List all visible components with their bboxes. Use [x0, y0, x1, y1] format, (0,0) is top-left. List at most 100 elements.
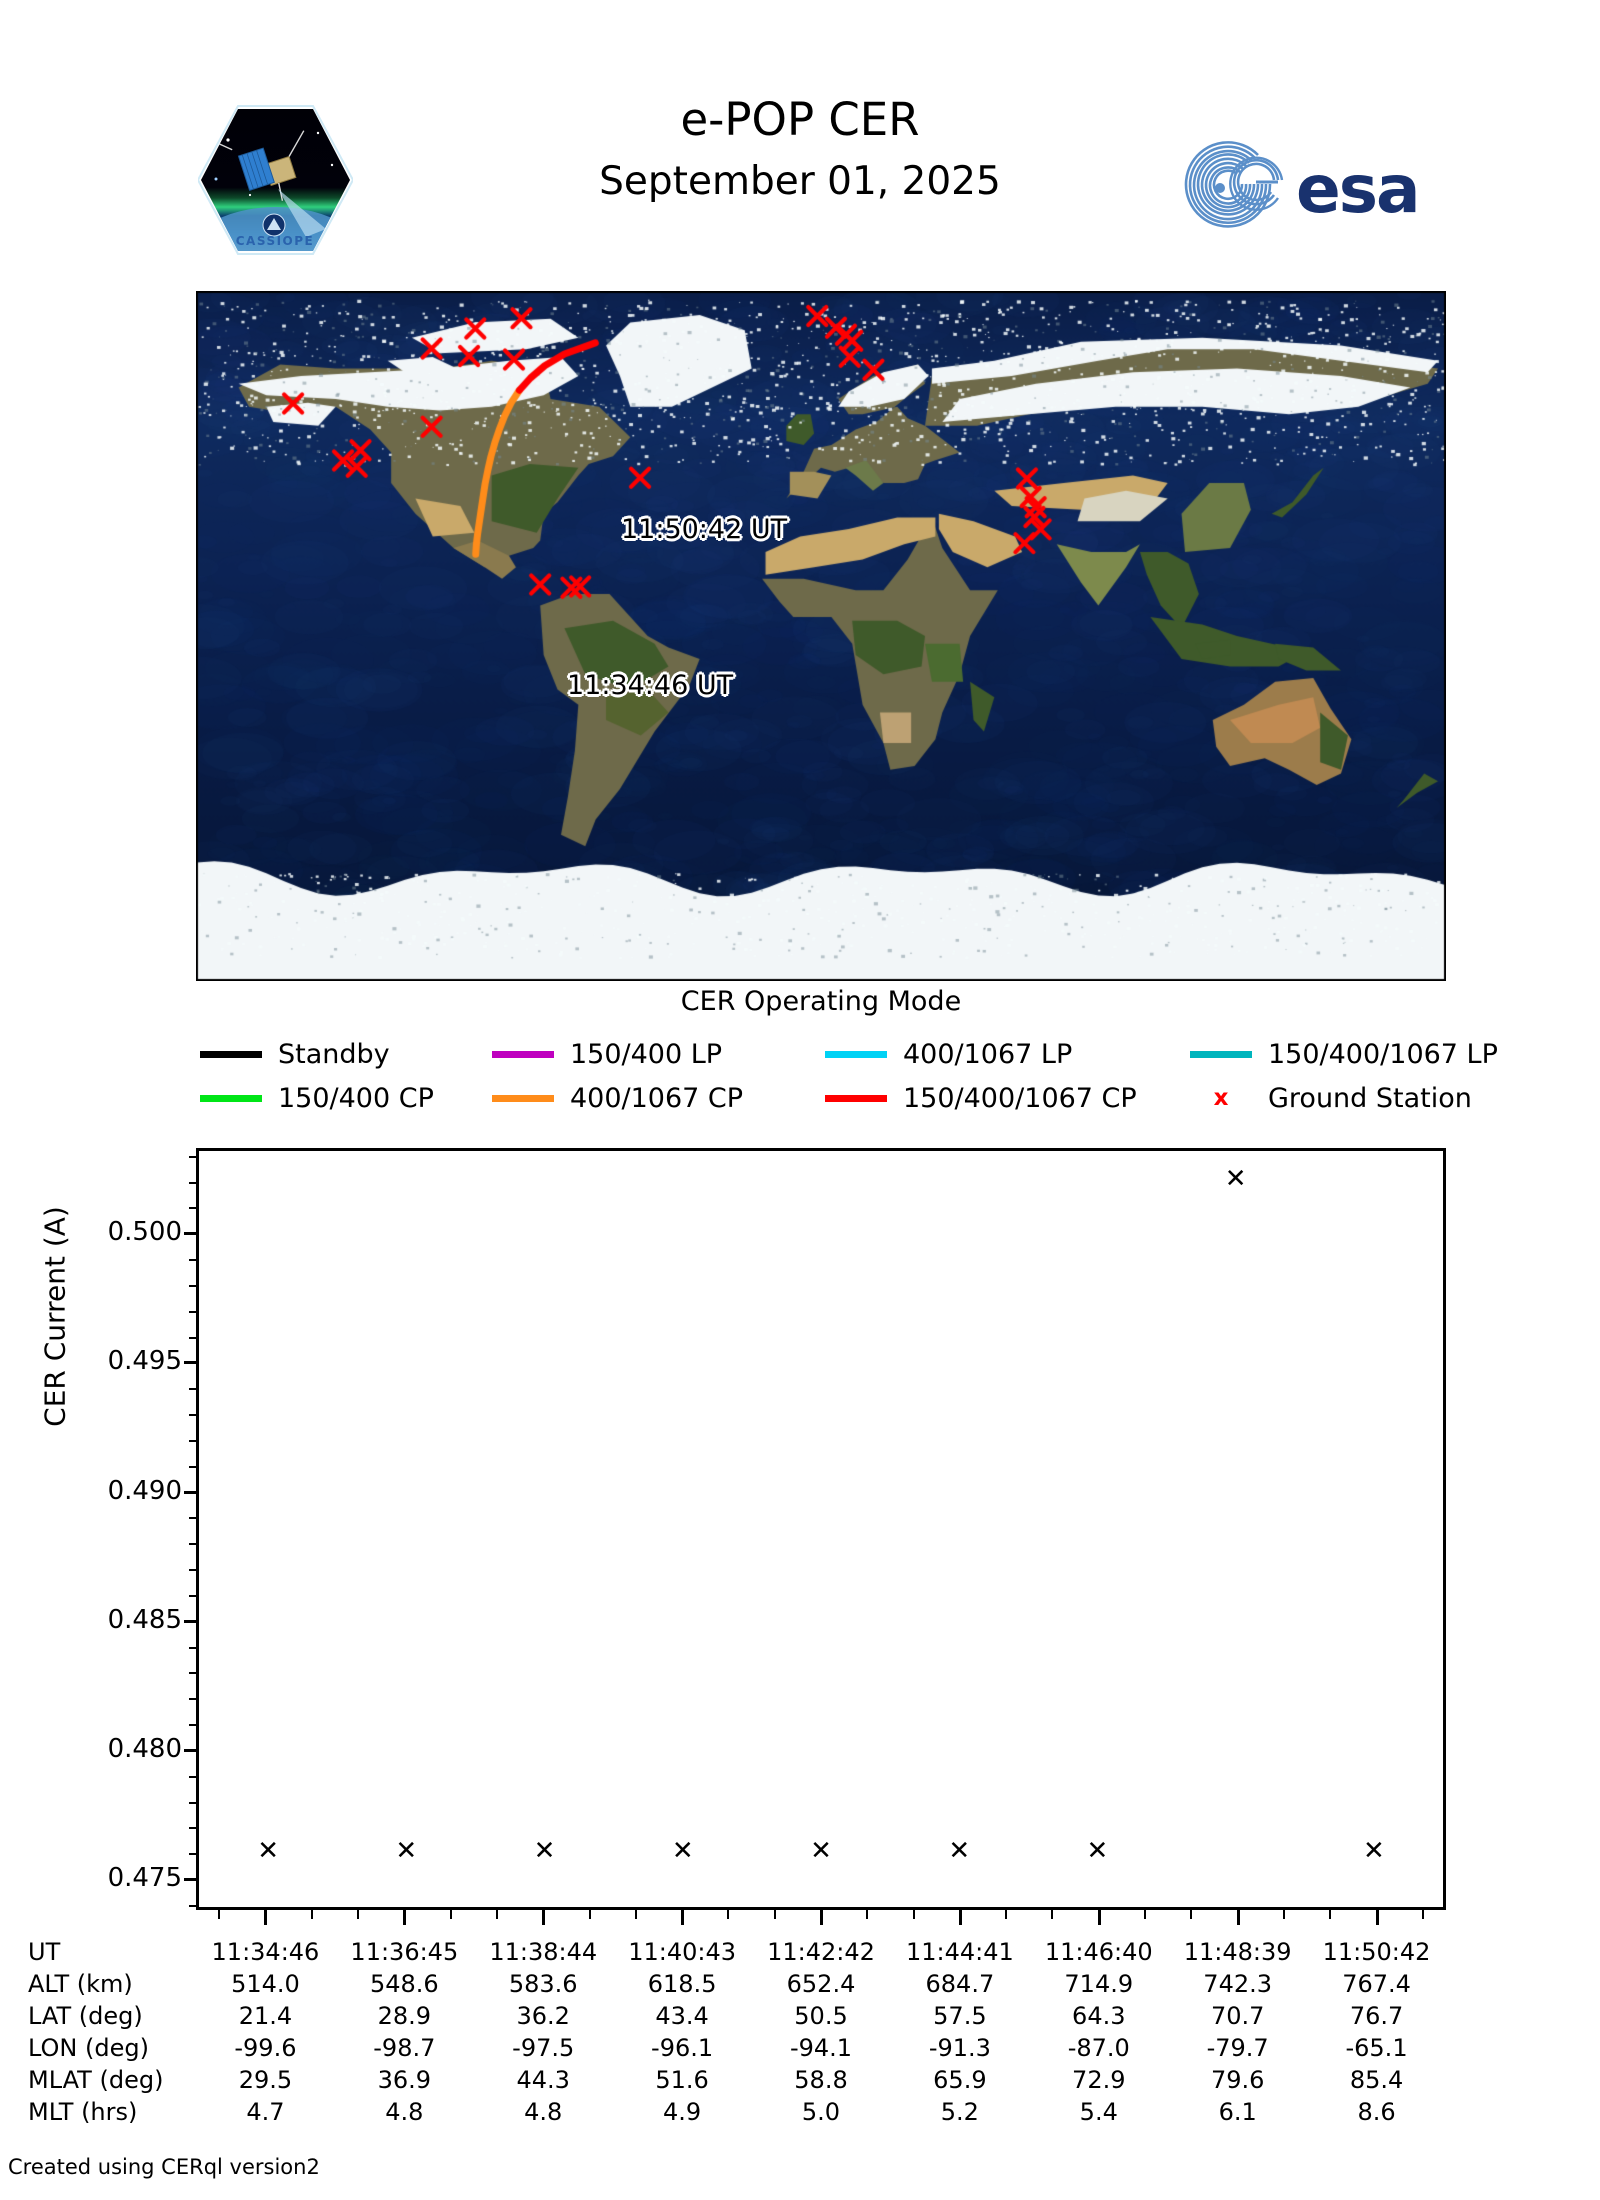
legend-item-400-1067-cp[interactable]: 400/1067 CP: [492, 1076, 743, 1120]
y-axis-minor-tick: [189, 1827, 197, 1829]
table-cell: 43.4: [602, 2002, 762, 2030]
ground-track-map[interactable]: 11:34:46 UT 11:50:42 UT: [196, 291, 1446, 981]
x-axis-tick: [403, 1910, 406, 1925]
y-axis-tick: [184, 1749, 197, 1752]
table-cell: 5.4: [1019, 2098, 1179, 2126]
world-map-canvas: [197, 292, 1445, 980]
table-row-label: UT: [28, 1938, 60, 1966]
table-row-label: MLT (hrs): [28, 2098, 137, 2126]
svg-text:esa: esa: [1296, 151, 1419, 228]
x-axis-minor-tick: [1005, 1910, 1007, 1919]
x-axis-minor-tick: [866, 1910, 868, 1919]
legend-color-swatch: [825, 1095, 887, 1102]
x-axis-minor-tick: [1190, 1910, 1192, 1919]
table-cell: 5.0: [741, 2098, 901, 2126]
table-cell: -97.5: [463, 2034, 623, 2062]
operating-mode-legend: Standby 150/400 LP 400/1067 LP 150/400/1067…: [200, 1032, 1450, 1128]
legend-item-150-400-1067-lp[interactable]: 150/400/1067 LP: [1190, 1032, 1498, 1076]
legend-item-ground-station[interactable]: x Ground Station: [1190, 1076, 1472, 1120]
table-cell: -98.7: [324, 2034, 484, 2062]
x-axis-tick: [542, 1910, 545, 1925]
y-axis-tick-label: 0.480: [42, 1734, 182, 1764]
table-cell: -87.0: [1019, 2034, 1179, 2062]
data-point-marker: ✕: [255, 1838, 281, 1864]
table-cell: 5.2: [880, 2098, 1040, 2126]
legend-item-150-400-cp[interactable]: 150/400 CP: [200, 1076, 434, 1120]
legend-row: Standby 150/400 LP 400/1067 LP 150/400/1067…: [200, 1032, 1450, 1076]
legend-item-150-400-1067-cp[interactable]: 150/400/1067 CP: [825, 1076, 1137, 1120]
table-cell: 28.9: [324, 2002, 484, 2030]
page-header: CASSIOPE e-POP CER September 01, 2025: [0, 0, 1600, 275]
svg-text:CASSIOPE: CASSIOPE: [236, 234, 315, 248]
table-row: MLAT (deg) 29.5 36.9 44.3 51.6 58.8 65.9 72.9 79…: [0, 2066, 1600, 2098]
table-cell: 70.7: [1158, 2002, 1318, 2030]
y-axis-tick-label: 0.485: [42, 1605, 182, 1635]
y-axis-tick: [184, 1232, 197, 1235]
y-axis-minor-tick: [189, 1259, 197, 1261]
table-cell: 618.5: [602, 1970, 762, 1998]
table-cell: 44.3: [463, 2066, 623, 2094]
y-axis-minor-tick: [189, 1414, 197, 1416]
esa-agency-logo: esa: [1178, 134, 1468, 234]
cer-current-plot[interactable]: ✕ ✕ ✕ ✕ ✕ ✕ ✕ ✕ ✕: [196, 1148, 1446, 1910]
legend-color-swatch: [200, 1095, 262, 1102]
footer-note: Created using CERql version2: [8, 2155, 320, 2179]
legend-color-swatch: [825, 1051, 887, 1058]
x-axis-minor-tick: [1051, 1910, 1053, 1919]
table-cell: 583.6: [463, 1970, 623, 1998]
y-axis-minor-tick: [189, 1311, 197, 1313]
table-row: LON (deg) -99.6 -98.7 -97.5 -96.1 -94.1 -91.3 -…: [0, 2034, 1600, 2066]
x-axis-minor-tick: [496, 1910, 498, 1919]
table-cell: 742.3: [1158, 1970, 1318, 1998]
x-axis-minor-tick: [635, 1910, 637, 1919]
table-cell: 50.5: [741, 2002, 901, 2030]
y-axis-minor-tick: [189, 1905, 197, 1907]
table-cell: 64.3: [1019, 2002, 1179, 2030]
table-cell: 714.9: [1019, 1970, 1179, 1998]
table-cell: -91.3: [880, 2034, 1040, 2062]
x-axis-minor-tick: [774, 1910, 776, 1919]
x-axis-minor-tick: [1144, 1910, 1146, 1919]
table-cell: 514.0: [185, 1970, 345, 1998]
ground-station-marker-icon: x: [1190, 1087, 1252, 1110]
y-axis-minor-tick: [189, 1698, 197, 1700]
legend-label: 150/400/1067 LP: [1268, 1039, 1498, 1070]
data-point-marker: ✕: [670, 1838, 696, 1864]
table-cell: 29.5: [185, 2066, 345, 2094]
x-axis-minor-tick: [357, 1910, 359, 1919]
page-date: September 01, 2025: [400, 161, 1200, 204]
x-axis-minor-tick: [1283, 1910, 1285, 1919]
y-axis-tick-label: 0.475: [42, 1863, 182, 1893]
table-cell: 11:50:42: [1297, 1938, 1457, 1966]
table-row-label: ALT (km): [28, 1970, 133, 1998]
y-axis-minor-tick: [189, 1724, 197, 1726]
y-axis-minor-tick: [189, 1569, 197, 1571]
y-axis-minor-tick: [189, 1517, 197, 1519]
x-axis-tick: [820, 1910, 823, 1925]
y-axis-minor-tick: [189, 1595, 197, 1597]
legend-label: 150/400 LP: [570, 1039, 722, 1070]
legend-item-standby[interactable]: Standby: [200, 1032, 390, 1076]
table-cell: 65.9: [880, 2066, 1040, 2094]
table-cell: 4.7: [185, 2098, 345, 2126]
y-axis-minor-tick: [189, 1440, 197, 1442]
x-axis-minor-tick: [1422, 1910, 1424, 1919]
data-point-marker: ✕: [1361, 1838, 1387, 1864]
y-axis-minor-tick: [189, 1802, 197, 1804]
y-axis-label: CER Current (A): [39, 967, 72, 1667]
table-cell: 8.6: [1297, 2098, 1457, 2126]
x-axis-minor-tick: [450, 1910, 452, 1919]
legend-color-swatch: [492, 1095, 554, 1102]
table-cell: 79.6: [1158, 2066, 1318, 2094]
table-cell: -94.1: [741, 2034, 901, 2062]
track-start-time-label: 11:34:46 UT: [567, 670, 733, 701]
data-point-marker: ✕: [1223, 1166, 1249, 1192]
table-cell: 4.9: [602, 2098, 762, 2126]
x-axis-minor-tick: [1329, 1910, 1331, 1919]
legend-item-400-1067-lp[interactable]: 400/1067 LP: [825, 1032, 1072, 1076]
table-cell: 58.8: [741, 2066, 901, 2094]
y-axis-tick: [184, 1361, 197, 1364]
table-row: LAT (deg) 21.4 28.9 36.2 43.4 50.5 57.5 64.3 70.…: [0, 2002, 1600, 2034]
table-cell: -79.7: [1158, 2034, 1318, 2062]
legend-item-150-400-lp[interactable]: 150/400 LP: [492, 1032, 722, 1076]
